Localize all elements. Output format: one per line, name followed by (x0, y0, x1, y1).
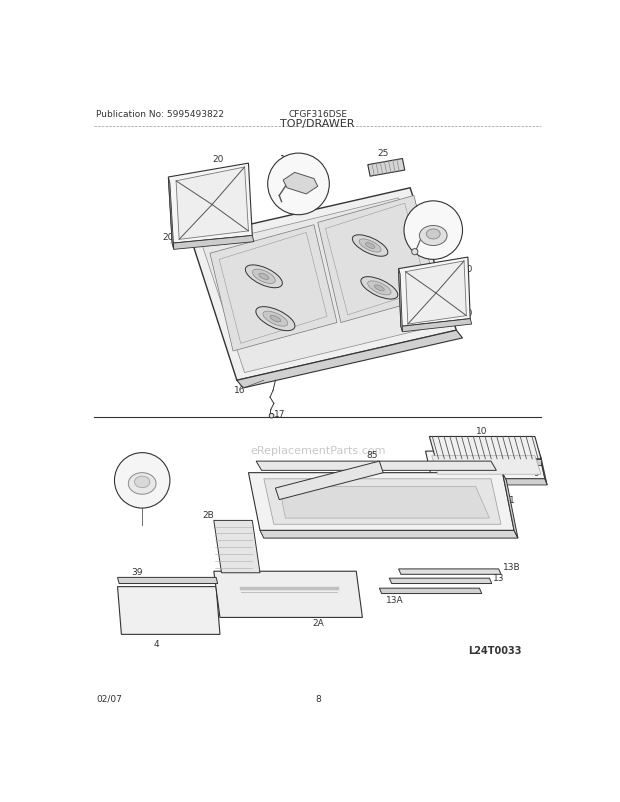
Polygon shape (256, 461, 497, 471)
Polygon shape (118, 587, 220, 634)
Text: 13B: 13B (503, 562, 520, 571)
Circle shape (115, 453, 170, 508)
Text: 8: 8 (315, 694, 321, 703)
Ellipse shape (259, 273, 269, 280)
Circle shape (268, 154, 329, 216)
Ellipse shape (365, 243, 374, 249)
Ellipse shape (270, 316, 281, 322)
Ellipse shape (359, 240, 381, 253)
Text: 18: 18 (422, 202, 433, 212)
Polygon shape (275, 461, 383, 500)
Ellipse shape (368, 282, 391, 295)
Polygon shape (405, 261, 466, 325)
Text: 2B: 2B (203, 510, 215, 519)
Polygon shape (379, 589, 482, 593)
Polygon shape (399, 569, 501, 574)
Text: CFGF316DSE: CFGF316DSE (288, 110, 347, 119)
Polygon shape (432, 480, 547, 485)
Polygon shape (401, 319, 472, 332)
Circle shape (412, 249, 418, 255)
Polygon shape (237, 330, 463, 388)
Text: TOP/DRAWER: TOP/DRAWER (280, 119, 355, 129)
Text: 02/07: 02/07 (96, 694, 122, 703)
Text: 25: 25 (378, 148, 389, 158)
Text: 20: 20 (212, 155, 223, 164)
Text: 13A: 13A (386, 595, 404, 605)
Text: 20: 20 (162, 233, 173, 241)
Polygon shape (317, 196, 437, 323)
Polygon shape (389, 578, 492, 584)
Text: 2A: 2A (312, 618, 324, 627)
Circle shape (404, 201, 463, 260)
Polygon shape (368, 160, 405, 177)
Polygon shape (214, 520, 260, 573)
Polygon shape (249, 473, 514, 531)
Polygon shape (210, 225, 337, 351)
Polygon shape (279, 487, 489, 518)
Polygon shape (425, 452, 545, 480)
Ellipse shape (128, 473, 156, 495)
Text: 2: 2 (308, 478, 313, 487)
Ellipse shape (419, 226, 447, 246)
Polygon shape (169, 164, 252, 244)
Ellipse shape (352, 236, 388, 257)
Text: L24T0033: L24T0033 (468, 645, 521, 655)
Text: eReplacementParts.com: eReplacementParts.com (250, 445, 386, 455)
Polygon shape (169, 178, 174, 250)
Ellipse shape (135, 476, 150, 488)
Ellipse shape (252, 269, 275, 284)
Text: 39: 39 (131, 568, 143, 577)
Text: 1: 1 (508, 496, 515, 504)
Polygon shape (191, 188, 456, 381)
Ellipse shape (361, 277, 398, 300)
Text: 16: 16 (234, 386, 245, 395)
Circle shape (269, 414, 274, 419)
Text: 9: 9 (533, 468, 539, 477)
Polygon shape (214, 572, 363, 618)
Polygon shape (432, 456, 541, 475)
Text: 85: 85 (366, 450, 378, 459)
Ellipse shape (246, 265, 282, 289)
Polygon shape (399, 269, 402, 332)
Polygon shape (260, 531, 518, 538)
Text: 18A: 18A (280, 155, 298, 164)
Text: 4: 4 (153, 639, 159, 648)
Polygon shape (176, 168, 249, 240)
Polygon shape (202, 199, 441, 373)
Polygon shape (539, 452, 547, 485)
Text: 20: 20 (462, 309, 473, 318)
Polygon shape (436, 460, 541, 465)
Polygon shape (118, 577, 218, 584)
Text: 5: 5 (128, 455, 135, 464)
Text: 20: 20 (462, 265, 473, 273)
Ellipse shape (374, 286, 384, 291)
Ellipse shape (263, 312, 288, 326)
Polygon shape (264, 480, 501, 525)
Polygon shape (172, 237, 254, 250)
Ellipse shape (256, 307, 295, 331)
Text: 10: 10 (476, 427, 487, 435)
Text: 13: 13 (494, 573, 505, 582)
Ellipse shape (427, 229, 440, 240)
Polygon shape (430, 437, 541, 460)
Polygon shape (399, 257, 470, 327)
Text: Publication No: 5995493822: Publication No: 5995493822 (96, 110, 224, 119)
Polygon shape (283, 173, 317, 195)
Polygon shape (503, 473, 518, 538)
Text: 17: 17 (274, 409, 285, 419)
